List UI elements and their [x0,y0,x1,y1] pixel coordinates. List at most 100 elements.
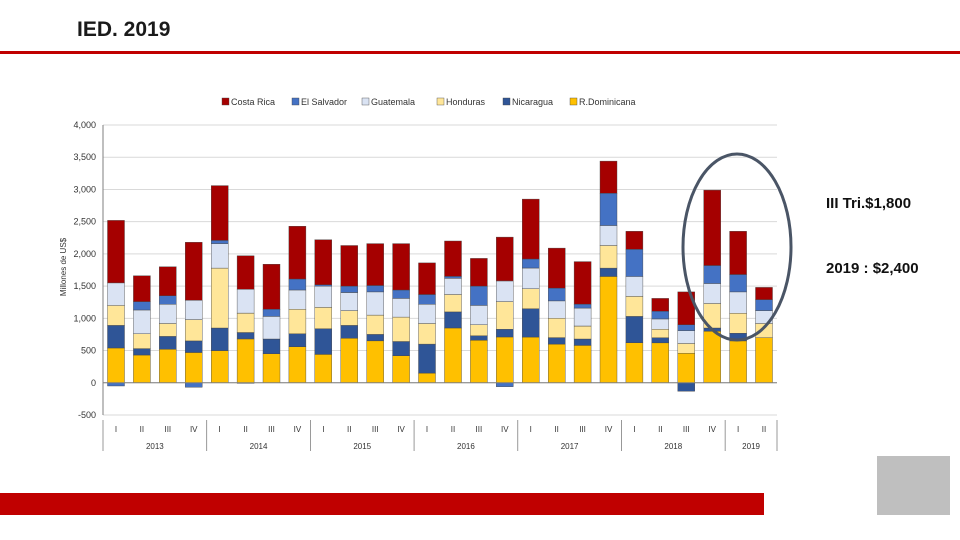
bar-segment [159,304,177,324]
legend-label: Honduras [446,97,486,107]
bar-segment [573,325,592,340]
bar-segment [184,382,203,388]
bar-segment [651,311,669,320]
y-tick-label: 1,000 [73,313,96,323]
bar-segment [444,311,462,329]
bar-segment [625,249,644,277]
bar-segment [496,382,514,387]
bar-segment [184,300,203,320]
bar-segment [392,316,410,342]
bar-segment [755,337,773,384]
legend-swatch [436,97,445,106]
bar-segment [133,333,151,349]
x-tick-label: III [476,425,483,434]
bar-segment [262,338,281,355]
bar-segment [366,291,384,316]
x-tick-label: IV [294,425,302,434]
bar-segment [470,324,488,336]
bar-segment [340,285,358,293]
bar-segment [236,289,255,314]
bar-segment [470,340,488,383]
x-tick-label: II [658,425,662,434]
bar-segment [288,278,307,291]
x-tick-label: III [372,425,379,434]
bar-segment [236,255,255,290]
bar-segment [262,316,281,340]
bar-segment [418,323,436,345]
y-axis-label: Millones de US$ [59,237,68,296]
x-tick-label: I [322,425,324,434]
x-tick-label: IV [190,425,198,434]
x-tick-label: II [762,425,766,434]
year-label: 2015 [353,442,371,451]
bar-segment [548,247,566,289]
bar-segment [184,352,203,383]
x-tick-label: I [426,425,428,434]
x-tick-label: II [347,425,351,434]
bar-segment [703,331,721,384]
bar-segment [210,185,229,241]
bar-segment [340,338,358,383]
bar-segment [314,239,332,285]
bar-segment [210,243,229,269]
bar-segment [262,309,281,317]
bar-segment [548,337,566,345]
bar-segment [548,300,566,319]
y-tick-label: 3,000 [73,184,96,194]
bar-segment [210,267,229,329]
bar-segment [107,305,125,326]
bar-segment [107,325,125,349]
chart-axes: -500 0 500 1,000 1,500 2,000 2,500 3,000 3,500 4,… [73,120,778,451]
bar-segment [159,323,177,337]
bar-segment [599,267,618,277]
x-tick-label: IV [708,425,716,434]
x-tick-label: II [451,425,455,434]
bar-segment [159,266,177,296]
bar-segment [340,292,358,311]
bar-segment [625,231,644,250]
bar-segment [392,289,410,299]
slide-title: IED. 2019 [77,18,171,41]
legend-swatch [221,97,230,106]
bar-segment [133,354,151,384]
bar-segment [573,307,592,327]
bar-segment [444,278,462,295]
x-tick-label: II [554,425,558,434]
bar-segment [522,198,540,260]
bar-segment [677,330,695,344]
bar-segment [548,318,566,338]
bar-segment [159,349,177,383]
bar-segment [107,220,125,284]
bar-segment [184,319,203,342]
bar-segment [133,348,151,356]
x-tick-label: I [737,425,739,434]
bar-segment [599,245,618,269]
bar-segment [496,280,514,302]
bar-segment [418,262,436,295]
legend-label: El Salvador [301,97,347,107]
bar-segment [599,225,618,246]
bar-segment [340,245,358,287]
bar-segment [573,304,592,309]
bar-segment [651,342,669,383]
bar-segment [392,298,410,318]
bar-segment [573,261,592,305]
bar-segment [677,343,695,354]
bar-segment [418,304,436,324]
bar-segment [288,346,307,384]
bar-segment [314,285,332,308]
highlight-ellipse [681,152,793,342]
bar-segment [703,189,721,266]
bar-segment [651,318,669,330]
bar-segment [496,329,514,338]
bar-segment [236,332,255,340]
bar-segment [133,275,151,302]
bar-segment [444,294,462,313]
y-tick-label: 2,500 [73,217,96,227]
x-tick-label: II [243,425,247,434]
x-tick-label: I [219,425,221,434]
bar-segment [470,305,488,325]
x-tick-label: II [140,425,144,434]
legend-swatch [569,97,578,106]
